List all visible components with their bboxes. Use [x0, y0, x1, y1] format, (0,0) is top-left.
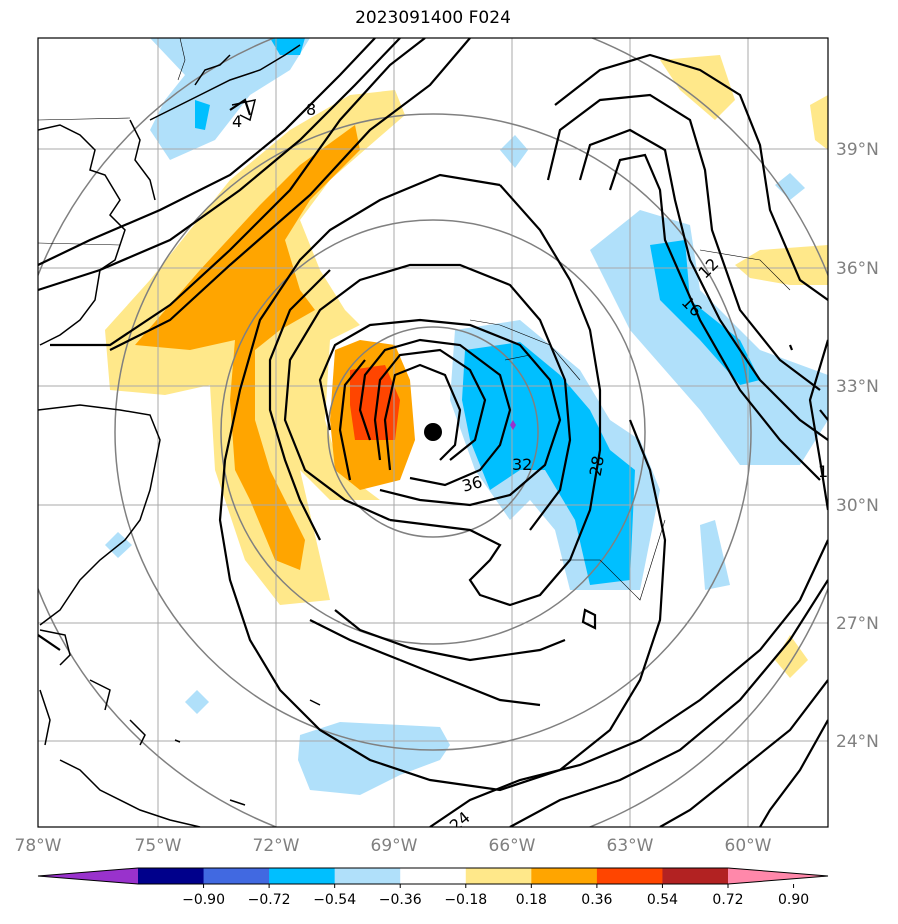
contour-label-36: 36: [460, 472, 485, 496]
lat-label: 39°N: [836, 140, 879, 160]
lon-label: 60°W: [725, 836, 772, 856]
lat-label: 30°N: [836, 496, 879, 516]
range-rings: [38, 38, 828, 827]
contour-label-32: 32: [512, 455, 532, 474]
lon-label: 75°W: [135, 836, 182, 856]
colorbar-segment: [138, 868, 205, 884]
colorbar-segment: [400, 868, 467, 884]
colorbar-tick-label: −0.90: [182, 892, 225, 908]
latitude-labels: 39°N 36°N 33°N 30°N 27°N 24°N: [836, 140, 879, 752]
contour-label-28: 28: [586, 454, 608, 477]
colorbar-extend-low: [38, 868, 138, 884]
contour-label-4: 4: [232, 112, 242, 131]
colorbar-tick-label: 0.18: [516, 892, 547, 908]
lat-label: 36°N: [836, 259, 879, 279]
colorbar-tick-label: −0.54: [313, 892, 356, 908]
colorbar-extend-high: [728, 868, 828, 884]
map-title: 2023091400 F024: [355, 8, 511, 28]
map-frame: [37, 37, 829, 828]
lon-label: 66°W: [489, 836, 536, 856]
colorbar-segment: [334, 868, 401, 884]
lon-label: 78°W: [15, 836, 62, 856]
lon-label: 72°W: [253, 836, 300, 856]
colorbar-segment: [269, 868, 336, 884]
contour-lines: [38, 38, 828, 827]
lat-label: 33°N: [836, 377, 879, 397]
colorbar-segment: [596, 868, 663, 884]
colorbar: −0.90 −0.72 −0.54 −0.36 −0.18 0.18 0.36 0.54 0.7…: [37, 867, 829, 908]
colorbar-segment: [531, 868, 598, 884]
coastlines: [38, 44, 321, 827]
storm-center-marker: [424, 423, 442, 441]
colorbar-tick-label: 0.90: [778, 892, 809, 908]
colorbar-segment: [465, 868, 532, 884]
colorbar-tick-label: −0.72: [248, 892, 291, 908]
colorbar-outline: [37, 867, 829, 885]
map-area: 4 8 12 16 36 32 28 24 1: [38, 38, 828, 827]
contour-label-8: 8: [306, 100, 316, 119]
lon-label: 69°W: [371, 836, 418, 856]
colorbar-tick-label: 0.36: [581, 892, 612, 908]
colorbar-segment: [662, 868, 729, 884]
colorbar-tick-label: −0.18: [444, 892, 487, 908]
lat-label: 24°N: [836, 732, 879, 752]
colorbar-segment: [203, 868, 270, 884]
minimum-marker: [510, 420, 516, 430]
colorbar-tick-label: −0.36: [379, 892, 422, 908]
colorbar-tick-label: 0.54: [647, 892, 678, 908]
lon-label: 63°W: [607, 836, 654, 856]
lat-label: 27°N: [836, 614, 879, 634]
colorbar-tick-label: 0.72: [712, 892, 743, 908]
longitude-labels: 78°W 75°W 72°W 69°W 66°W 63°W 60°W: [15, 836, 772, 856]
contour-label-1: 1: [818, 462, 828, 481]
